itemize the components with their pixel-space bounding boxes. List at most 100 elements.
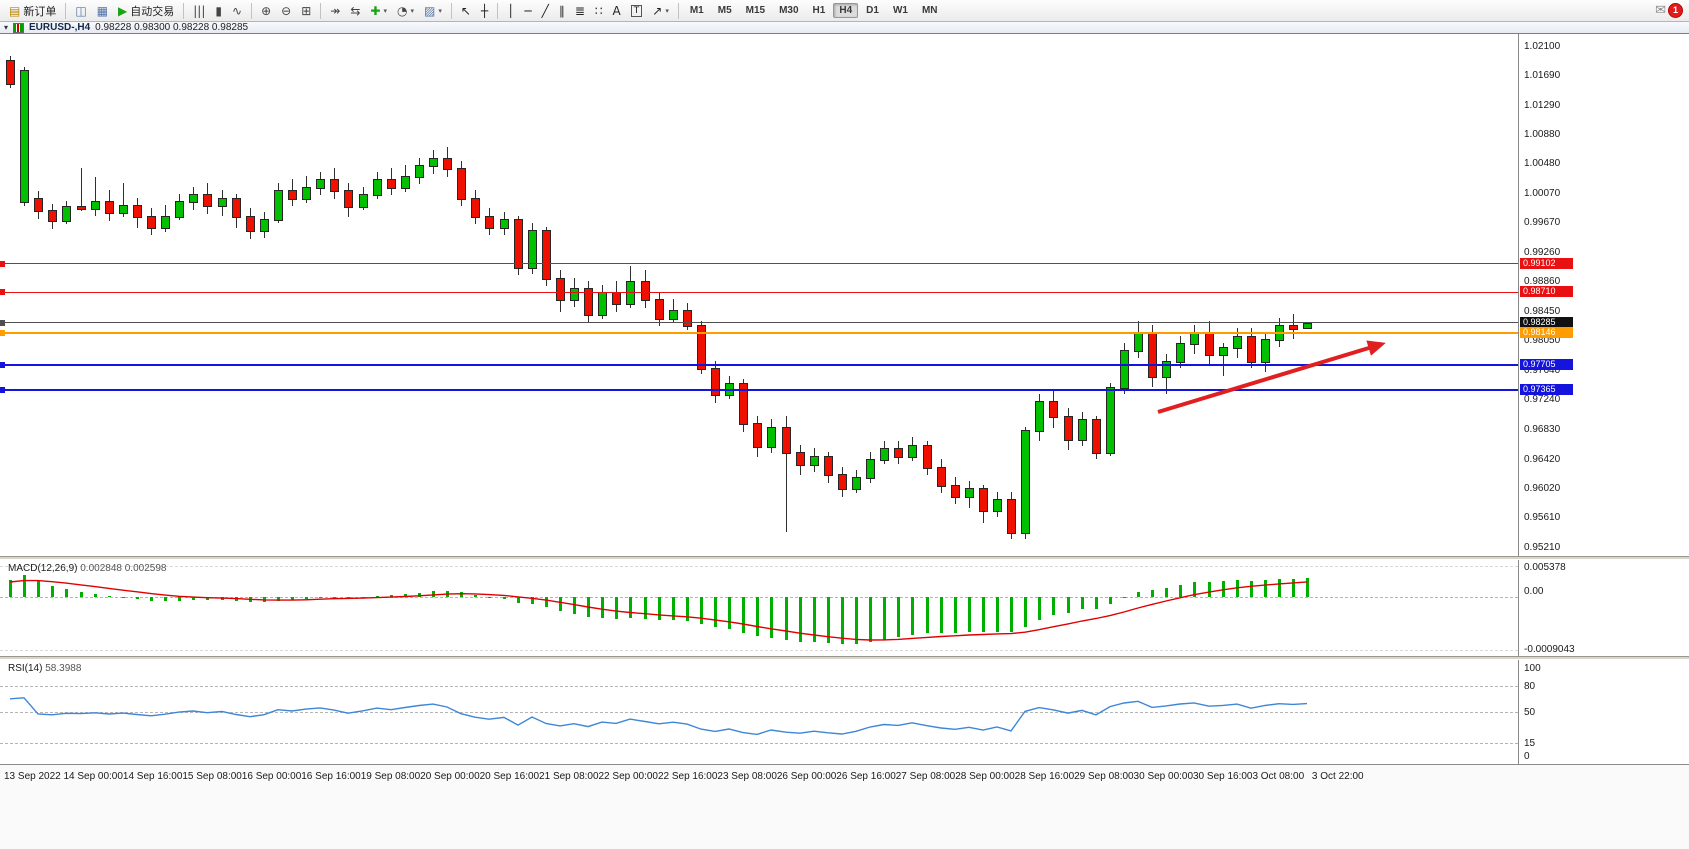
macd-histogram-bar	[1038, 596, 1041, 620]
price-axis-label: 0.97240	[1524, 393, 1561, 405]
price-axis-label: 1.00070	[1524, 188, 1561, 200]
timeframe-m30[interactable]: M30	[773, 3, 804, 18]
periods-button[interactable]: ◔ ▾	[393, 2, 418, 20]
shapes-button[interactable]: ∷	[591, 2, 607, 20]
bull-candle	[119, 204, 128, 215]
timeframe-h1[interactable]: H1	[807, 3, 832, 18]
macd-histogram-bar	[305, 596, 308, 599]
bull-candle	[175, 201, 184, 218]
time-axis-label: 28 Sep 00:00	[955, 771, 1015, 782]
auto-scroll-button[interactable]: ↠	[326, 2, 344, 20]
crosshair-button[interactable]: ┼	[477, 2, 492, 20]
fibonacci-button[interactable]: ≣	[571, 2, 589, 20]
macd-histogram-bar	[1165, 587, 1168, 597]
bear-candle	[937, 466, 946, 487]
bar-chart-button[interactable]: |||	[189, 2, 209, 20]
macd-histogram-bar	[1292, 578, 1295, 597]
macd-histogram-bar	[1236, 579, 1239, 597]
timeframe-m5[interactable]: M5	[712, 3, 738, 18]
macd-histogram-bar	[1250, 580, 1253, 597]
bull-candle	[500, 219, 509, 229]
macd-histogram-bar	[1010, 596, 1013, 633]
zoom-out-button[interactable]: ⊖	[277, 2, 295, 20]
mail-icon[interactable]: ✉	[1655, 3, 1666, 18]
line-chart-icon: ∿	[232, 3, 243, 18]
indicators-button[interactable]: ✚ ▾	[366, 2, 391, 20]
horizontal-line-object[interactable]	[0, 332, 1518, 335]
timeframe-m1[interactable]: M1	[684, 3, 710, 18]
horizontal-line-button[interactable]: ─	[520, 2, 535, 20]
macd-histogram-bar	[418, 592, 421, 597]
price-axis-label: 0.98450	[1524, 305, 1561, 317]
line-chart-button[interactable]: ∿	[228, 2, 246, 20]
zoom-in-button[interactable]: ⊕	[257, 2, 275, 20]
main-chart-pane[interactable]: 1.02100 1.01690 1.01290 1.00880 1.00480 1.000…	[0, 34, 1689, 556]
horizontal-line-object[interactable]	[0, 388, 1518, 391]
price-axis-label: 1.01690	[1524, 70, 1561, 82]
timeframe-mn[interactable]: MN	[916, 3, 944, 18]
vertical-line-button[interactable]: │	[503, 2, 518, 20]
text-button[interactable]: A	[609, 2, 625, 20]
macd-histogram-bar	[545, 596, 548, 608]
bear-candle	[739, 382, 748, 425]
timeframe-w1[interactable]: W1	[887, 3, 914, 18]
macd-histogram-bar	[1109, 596, 1112, 604]
toolbar-separator	[65, 2, 67, 19]
macd-pane[interactable]: MACD(12,26,9) 0.002848 0.002598 0.005378…	[0, 560, 1689, 656]
macd-histogram-bar	[347, 596, 350, 598]
bear-candle	[288, 190, 297, 200]
horizontal-line-object[interactable]	[0, 291, 1518, 293]
tile-windows-button[interactable]: ⊞	[297, 2, 315, 20]
cursor-button[interactable]: ↖	[457, 2, 475, 20]
price-axis-label: 0.99260	[1524, 247, 1561, 259]
auto-trading-button[interactable]: ▶ 自动交易	[114, 2, 178, 20]
bull-candle	[965, 488, 974, 498]
bear-candle	[1049, 401, 1058, 418]
macd-histogram-bar	[333, 596, 336, 598]
macd-histogram-bar	[1179, 584, 1182, 597]
bull-candle	[669, 310, 678, 320]
pane-divider[interactable]	[0, 656, 1689, 660]
macd-histogram-bar	[249, 596, 252, 602]
arrows-button[interactable]: ↗ ▾	[648, 2, 673, 20]
macd-histogram-bar	[192, 596, 195, 601]
horizontal-line-object[interactable]	[0, 263, 1518, 265]
macd-histogram-bar	[1193, 582, 1196, 597]
timeframe-m15[interactable]: M15	[740, 3, 771, 18]
rsi-pane[interactable]: RSI(14) 58.3988 100 80 50 15 0	[0, 660, 1689, 764]
macd-histogram-bar	[1208, 581, 1211, 597]
timeframe-d1[interactable]: D1	[860, 3, 885, 18]
time-axis-label: 3 Oct 08:00	[1252, 771, 1305, 782]
candlestick-button[interactable]: ▮	[211, 2, 226, 20]
text-label-button[interactable]: T	[627, 2, 647, 20]
chart-menu-icon[interactable]: ▾	[4, 23, 9, 32]
time-axis[interactable]: 13 Sep 2022 14 Sep 00:00 14 Sep 16:00 15 Se…	[0, 764, 1689, 849]
new-order-button[interactable]: ▤ 新订单	[5, 2, 60, 20]
chart-shift-button[interactable]: ⇆	[346, 2, 364, 20]
charts-button[interactable]: ◫	[71, 2, 90, 20]
macd-histogram-bar	[319, 596, 322, 598]
macd-histogram-bar	[65, 589, 68, 597]
pane-divider[interactable]	[0, 556, 1689, 560]
arrow-tool-icon: ↗	[652, 3, 663, 18]
macd-histogram-bar	[362, 596, 365, 598]
macd-histogram-bar	[672, 596, 675, 620]
candle-wick	[95, 177, 96, 216]
rsi-level-line	[0, 685, 1518, 687]
macd-histogram-bar	[376, 595, 379, 597]
timeframe-h4[interactable]: H4	[833, 3, 859, 18]
time-axis-label: 30 Sep 16:00	[1193, 771, 1253, 782]
templates-button[interactable]: ▨ ▾	[420, 2, 446, 20]
horizontal-line-object[interactable]	[0, 364, 1518, 367]
cursor-icon: ↖	[460, 3, 471, 18]
bear-candle	[1205, 332, 1214, 356]
bull-candle	[91, 201, 100, 211]
bear-candle	[796, 452, 805, 467]
macd-histogram-bar	[954, 596, 957, 633]
profiles-button[interactable]: ▦	[93, 2, 112, 20]
notification-badge[interactable]: 1	[1668, 3, 1683, 18]
bull-candle	[598, 292, 607, 316]
new-order-button-label: 新订单	[23, 5, 57, 18]
trendline-button[interactable]: ╱	[538, 2, 553, 20]
channel-button[interactable]: ∥	[555, 2, 569, 20]
